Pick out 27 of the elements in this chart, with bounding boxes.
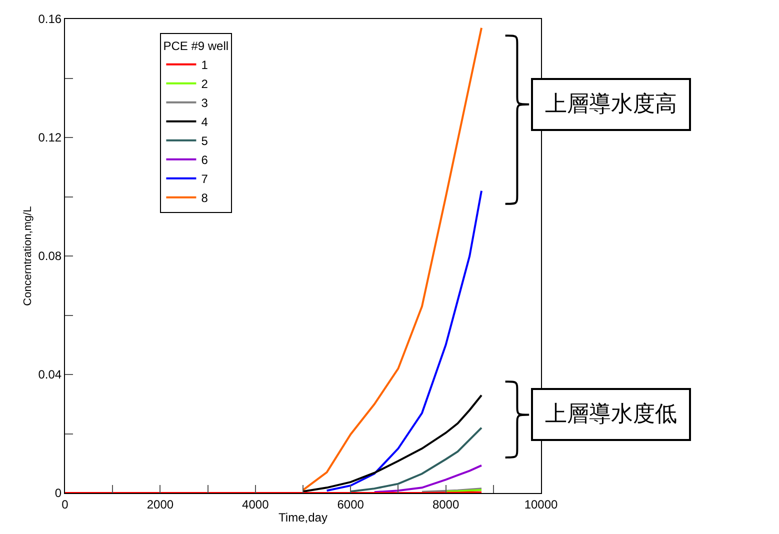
line-series [302, 26, 482, 492]
line-series [326, 190, 482, 492]
y-tick-label: 0.16 [38, 12, 62, 26]
y-tick-label: 0 [54, 486, 62, 500]
y-axis-title: Concerntration,mg/L [22, 206, 34, 306]
x-tick-label: 4000 [242, 497, 270, 512]
x-tick-label: 2000 [146, 497, 174, 512]
legend-label: 3 [201, 96, 208, 110]
x-tick-label: 6000 [337, 497, 364, 512]
legend-label: 6 [201, 153, 208, 167]
legend-label: 2 [201, 77, 208, 91]
y-tick-label: 0.04 [38, 368, 62, 382]
legend-label: 4 [201, 115, 208, 129]
line-series [350, 426, 482, 493]
legend-label: 8 [201, 191, 208, 205]
text: 上層導水度高 [545, 92, 677, 117]
x-tick-label: 10000 [524, 497, 558, 512]
x-axis-title: Time,day [278, 510, 328, 524]
legend-title: PCE #9 well [163, 38, 229, 53]
text: 上層導水度低 [545, 402, 677, 427]
line-series [373, 464, 482, 493]
y-tick-label: 0.08 [38, 249, 62, 264]
legend-label: 7 [201, 172, 208, 186]
legend-label: 5 [201, 134, 208, 148]
x-tick-label: 8000 [432, 497, 460, 512]
y-tick-label: 0.12 [38, 130, 62, 145]
legend-label: 1 [201, 58, 208, 72]
